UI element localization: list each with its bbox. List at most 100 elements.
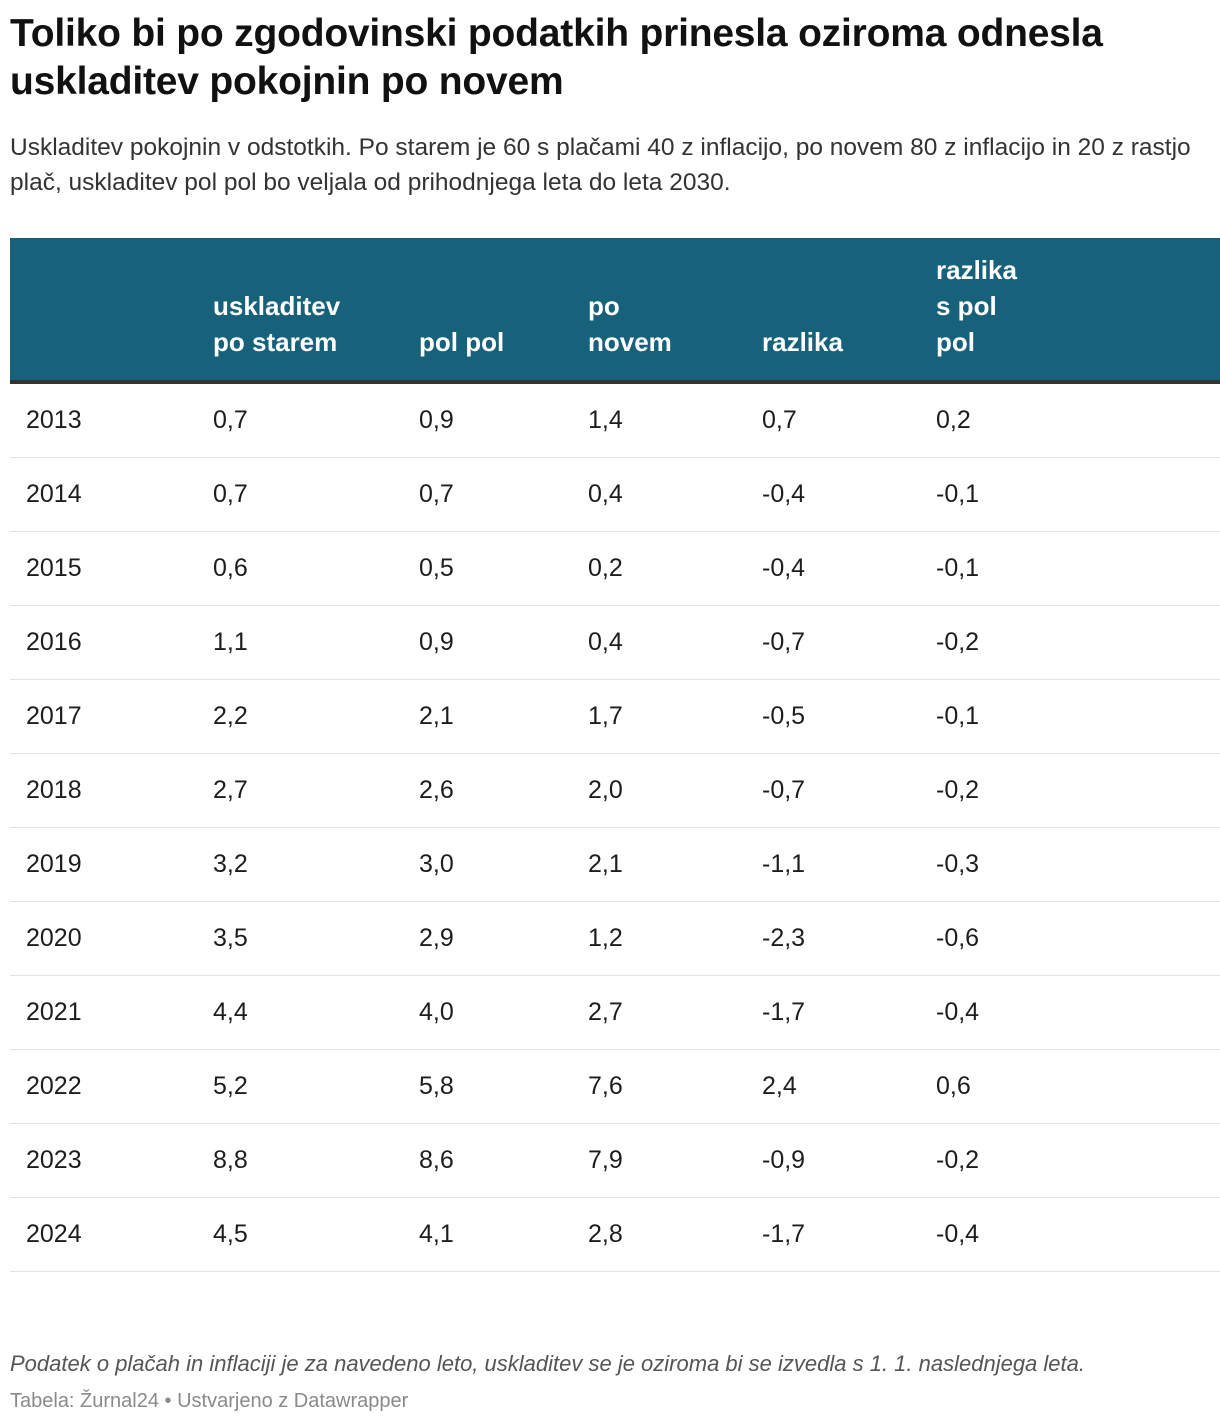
value-cell-po-starem: 3,5	[213, 901, 419, 976]
value-cell-razlika-pol-pol: 0,2	[936, 382, 1220, 458]
year-cell: 2022	[10, 1049, 213, 1124]
table-row: 2021 4,4 4,0 2,7 -1,7 -0,4	[10, 975, 1220, 1050]
value-cell-pol-pol: 2,6	[419, 753, 588, 828]
value-cell-razlika: 2,4	[762, 1049, 936, 1124]
column-header-line: novem	[588, 327, 672, 357]
value-cell-razlika-pol-pol: 0,6	[936, 1049, 1220, 1124]
year-cell: 2018	[10, 753, 213, 828]
value-cell-po-novem: 2,0	[588, 753, 762, 828]
value-cell-po-novem: 0,4	[588, 605, 762, 680]
column-header-line: razlika	[762, 327, 843, 357]
value-cell-pol-pol: 4,1	[419, 1197, 588, 1272]
column-header-line: po	[588, 291, 620, 321]
value-cell-pol-pol: 8,6	[419, 1123, 588, 1198]
year-cell: 2015	[10, 531, 213, 606]
value-cell-po-starem: 2,2	[213, 679, 419, 754]
year-cell: 2024	[10, 1197, 213, 1272]
value-cell-po-starem: 0,7	[213, 457, 419, 532]
value-cell-razlika: -1,1	[762, 827, 936, 902]
year-cell: 2013	[10, 382, 213, 458]
value-cell-razlika-pol-pol: -0,4	[936, 975, 1220, 1050]
column-header-line: po starem	[213, 327, 338, 357]
column-header-year[interactable]	[10, 238, 213, 384]
value-cell-po-novem: 1,7	[588, 679, 762, 754]
value-cell-po-starem: 0,7	[213, 382, 419, 458]
value-cell-pol-pol: 0,7	[419, 457, 588, 532]
column-header-line: pol	[936, 327, 975, 357]
value-cell-razlika-pol-pol: -0,1	[936, 679, 1220, 754]
table-row: 2013 0,7 0,9 1,4 0,7 0,2	[10, 382, 1220, 458]
value-cell-pol-pol: 5,8	[419, 1049, 588, 1124]
value-cell-po-novem: 1,4	[588, 382, 762, 458]
table-notes: Podatek o plačah in inflaciji je za nave…	[10, 1351, 1085, 1376]
value-cell-razlika: -1,7	[762, 1197, 936, 1272]
table-row: 2014 0,7 0,7 0,4 -0,4 -0,1	[10, 457, 1220, 532]
table-body: 2013 0,7 0,9 1,4 0,7 0,2 2014 0,7 0,7 0,4 -0,4 -0,1…	[10, 382, 1220, 1272]
value-cell-po-starem: 1,1	[213, 605, 419, 680]
value-cell-po-starem: 0,6	[213, 531, 419, 606]
value-cell-razlika-pol-pol: -0,2	[936, 753, 1220, 828]
chart-title: Toliko bi po zgodovinski podatkih prines…	[10, 12, 1103, 103]
year-cell: 2016	[10, 605, 213, 680]
value-cell-pol-pol: 4,0	[419, 975, 588, 1050]
value-cell-razlika: -0,4	[762, 457, 936, 532]
value-cell-razlika: -0,4	[762, 531, 936, 606]
table-row: 2023 8,8 8,6 7,9 -0,9 -0,2	[10, 1123, 1220, 1198]
value-cell-po-novem: 7,6	[588, 1049, 762, 1124]
column-header-po-starem[interactable]: uskladitev po starem	[213, 238, 419, 384]
value-cell-razlika-pol-pol: -0,6	[936, 901, 1220, 976]
column-header-line: s pol	[936, 291, 997, 321]
data-table: uskladitev po starem pol pol po novem razlika…	[10, 238, 1220, 1272]
value-cell-po-novem: 0,2	[588, 531, 762, 606]
year-cell: 2019	[10, 827, 213, 902]
table-row: 2024 4,5 4,1 2,8 -1,7 -0,4	[10, 1197, 1220, 1272]
value-cell-razlika-pol-pol: -0,4	[936, 1197, 1220, 1272]
year-cell: 2014	[10, 457, 213, 532]
value-cell-pol-pol: 2,1	[419, 679, 588, 754]
column-header-po-novem[interactable]: po novem	[588, 238, 762, 384]
value-cell-po-novem: 7,9	[588, 1123, 762, 1198]
year-cell: 2021	[10, 975, 213, 1050]
table-row: 2022 5,2 5,8 7,6 2,4 0,6	[10, 1049, 1220, 1124]
table-row: 2019 3,2 3,0 2,1 -1,1 -0,3	[10, 827, 1220, 902]
value-cell-po-starem: 4,5	[213, 1197, 419, 1272]
column-header-razlika-pol-pol[interactable]: razlika s pol pol	[936, 238, 1220, 384]
source-footer: Tabela: Žurnal24 • Ustvarjeno z Datawrap…	[10, 1390, 409, 1412]
table-row: 2020 3,5 2,9 1,2 -2,3 -0,6	[10, 901, 1220, 976]
value-cell-pol-pol: 3,0	[419, 827, 588, 902]
column-header-line: pol pol	[419, 327, 505, 357]
table-row: 2018 2,7 2,6 2,0 -0,7 -0,2	[10, 753, 1220, 828]
value-cell-razlika: -1,7	[762, 975, 936, 1050]
value-cell-po-novem: 2,7	[588, 975, 762, 1050]
year-cell: 2023	[10, 1123, 213, 1198]
header-row: uskladitev po starem pol pol po novem razlika…	[10, 238, 1220, 384]
value-cell-razlika-pol-pol: -0,1	[936, 531, 1220, 606]
value-cell-razlika: -0,5	[762, 679, 936, 754]
table-row: 2016 1,1 0,9 0,4 -0,7 -0,2	[10, 605, 1220, 680]
value-cell-po-starem: 2,7	[213, 753, 419, 828]
column-header-razlika[interactable]: razlika	[762, 238, 936, 384]
value-cell-po-novem: 0,4	[588, 457, 762, 532]
value-cell-razlika-pol-pol: -0,3	[936, 827, 1220, 902]
value-cell-pol-pol: 0,9	[419, 382, 588, 458]
value-cell-po-starem: 3,2	[213, 827, 419, 902]
table: uskladitev po starem pol pol po novem razlika…	[10, 238, 1220, 1272]
column-header-line: uskladitev	[213, 291, 341, 321]
year-cell: 2020	[10, 901, 213, 976]
value-cell-razlika: -0,7	[762, 753, 936, 828]
value-cell-razlika: -0,7	[762, 605, 936, 680]
value-cell-razlika-pol-pol: -0,2	[936, 605, 1220, 680]
value-cell-razlika: 0,7	[762, 382, 936, 458]
year-cell: 2017	[10, 679, 213, 754]
column-header-pol-pol[interactable]: pol pol	[419, 238, 588, 384]
value-cell-po-starem: 5,2	[213, 1049, 419, 1124]
value-cell-pol-pol: 0,5	[419, 531, 588, 606]
value-cell-po-novem: 2,8	[588, 1197, 762, 1272]
value-cell-pol-pol: 2,9	[419, 901, 588, 976]
value-cell-pol-pol: 0,9	[419, 605, 588, 680]
table-row: 2017 2,2 2,1 1,7 -0,5 -0,1	[10, 679, 1220, 754]
value-cell-po-starem: 4,4	[213, 975, 419, 1050]
value-cell-razlika: -0,9	[762, 1123, 936, 1198]
table-row: 2015 0,6 0,5 0,2 -0,4 -0,1	[10, 531, 1220, 606]
value-cell-razlika-pol-pol: -0,2	[936, 1123, 1220, 1198]
